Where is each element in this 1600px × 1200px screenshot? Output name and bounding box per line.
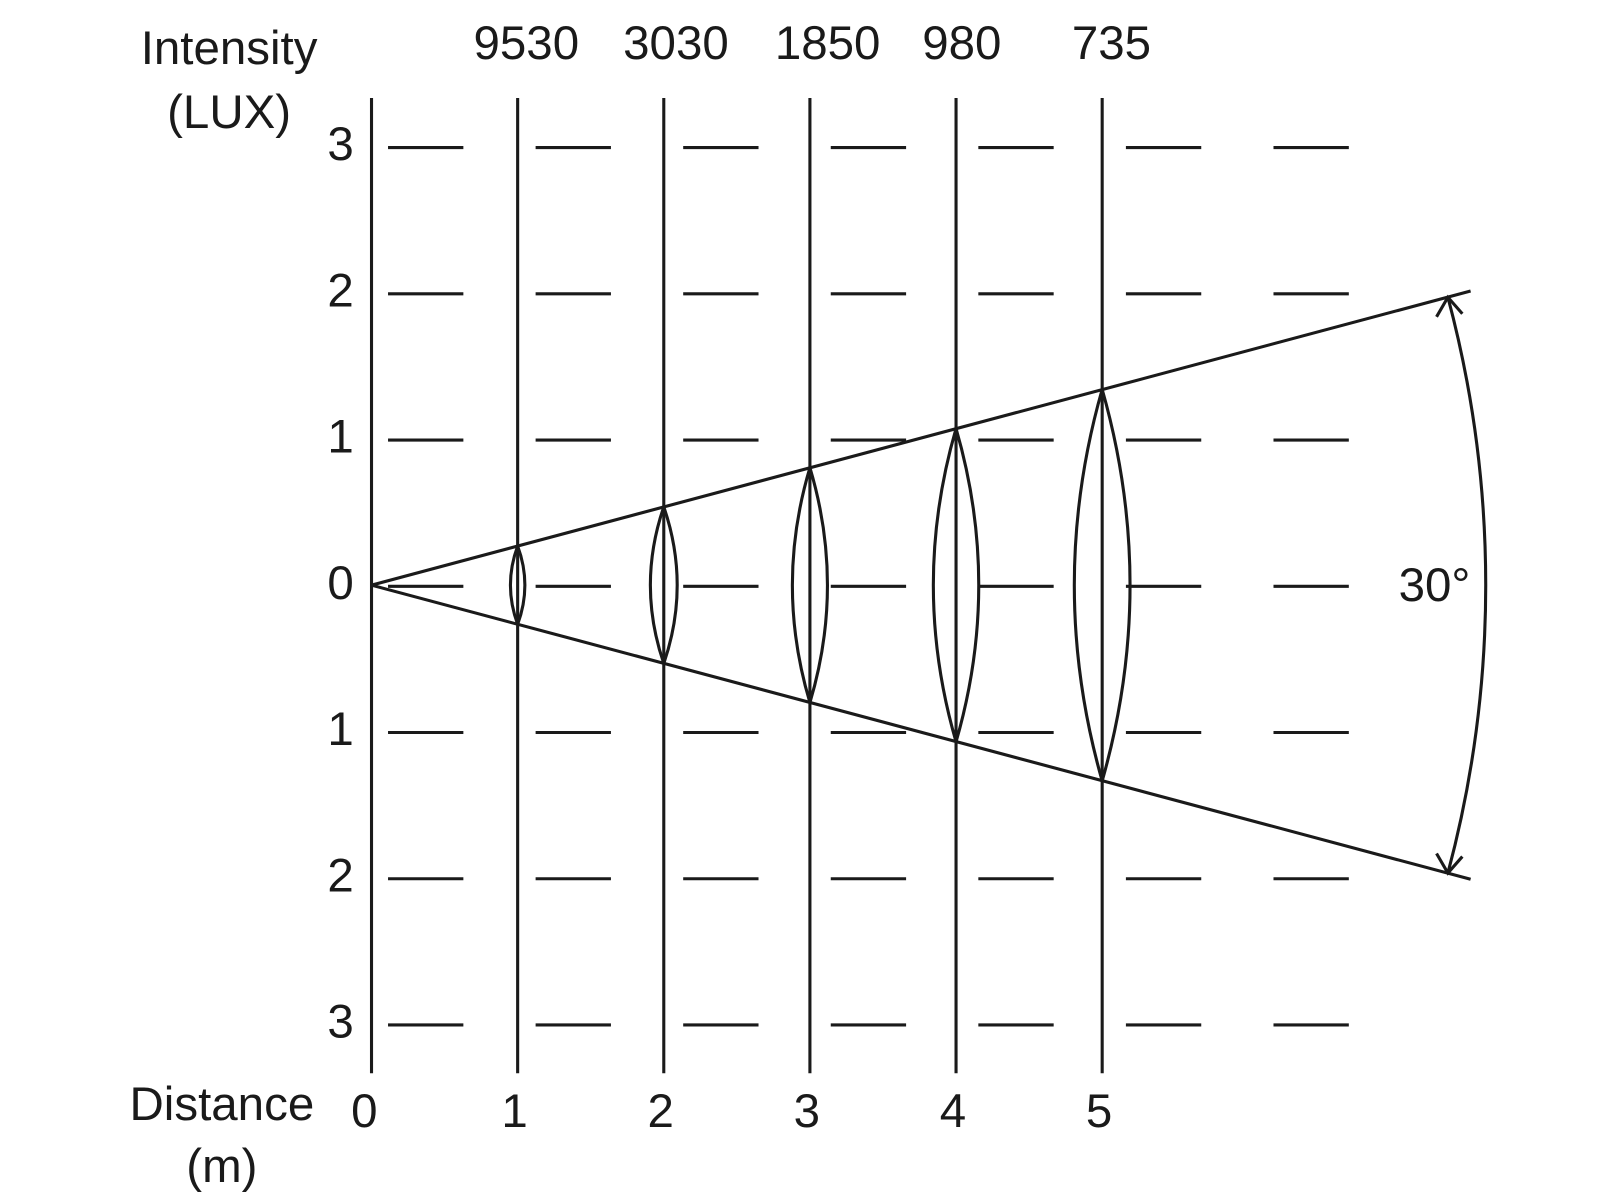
diagram-body: Intensity (LUX) Distance (m) 30° 3 2 1 0 1 2 3… bbox=[130, 17, 1488, 1193]
beam-lens bbox=[790, 467, 830, 709]
offset-label: 1 bbox=[327, 411, 353, 464]
distance-title: Distance bbox=[130, 1078, 315, 1131]
beam-lens bbox=[648, 506, 679, 669]
distance-label: 1 bbox=[501, 1085, 527, 1138]
arrow-head-bottom bbox=[1435, 852, 1464, 876]
offset-label: 2 bbox=[327, 849, 353, 902]
distance-label: 5 bbox=[1086, 1085, 1112, 1138]
offset-label: 1 bbox=[327, 703, 353, 756]
intensity-title: Intensity bbox=[141, 22, 318, 75]
distance-label: 2 bbox=[647, 1085, 673, 1138]
beam-lens bbox=[508, 545, 527, 629]
offset-label: 3 bbox=[327, 118, 353, 171]
beam-angle-label: 30° bbox=[1399, 559, 1471, 612]
beam-edge-lower bbox=[371, 583, 1472, 881]
intensity-label: 9530 bbox=[474, 17, 580, 70]
distance-label: 3 bbox=[794, 1085, 820, 1138]
angle-arc bbox=[1446, 296, 1488, 874]
offset-label: 2 bbox=[327, 264, 353, 317]
intensity-label: 735 bbox=[1072, 17, 1151, 70]
distance-unit: (m) bbox=[186, 1140, 257, 1193]
intensity-label: 3030 bbox=[623, 17, 729, 70]
distance-label: 0 bbox=[351, 1085, 377, 1138]
offset-label: 3 bbox=[327, 996, 353, 1049]
beam-lens bbox=[1072, 388, 1132, 787]
offset-label: 0 bbox=[327, 557, 353, 610]
intensity-unit: (LUX) bbox=[167, 86, 291, 139]
arrow-head-top bbox=[1435, 294, 1464, 318]
intensity-label: 1850 bbox=[775, 17, 881, 70]
intensity-label: 980 bbox=[922, 17, 1001, 70]
beam-lens bbox=[931, 428, 981, 748]
beam-edge-upper bbox=[371, 289, 1472, 587]
distance-label: 4 bbox=[940, 1085, 966, 1138]
